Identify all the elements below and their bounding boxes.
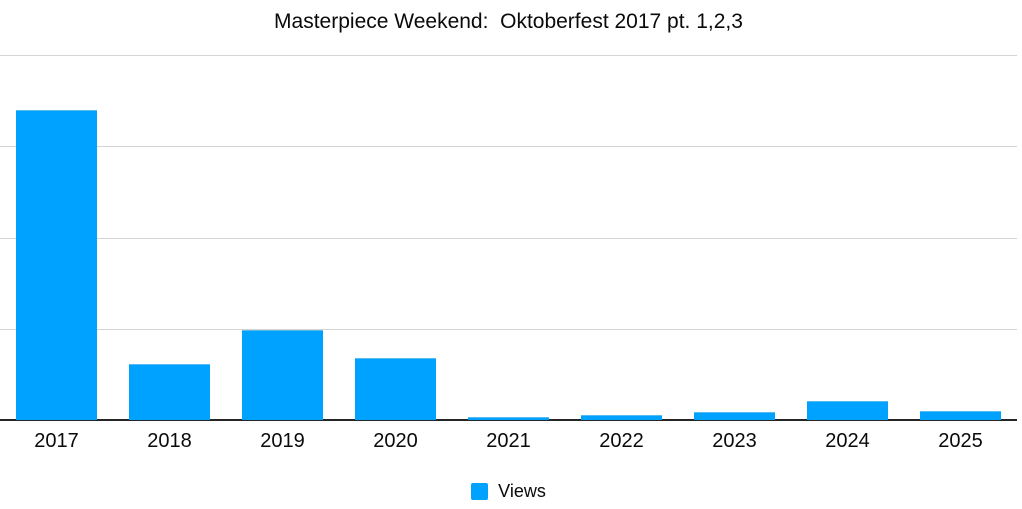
gridline	[0, 55, 1017, 56]
x-tick-2019: 2019	[260, 430, 305, 452]
x-tick-2024: 2024	[825, 430, 870, 452]
x-tick-2020: 2020	[373, 430, 418, 452]
gridline	[0, 328, 1017, 330]
x-tick-2023: 2023	[712, 430, 757, 452]
x-tick-2022: 2022	[599, 430, 644, 452]
legend-label-views: Views	[498, 481, 546, 501]
bar-2022	[581, 415, 662, 420]
bar-2021	[468, 417, 549, 420]
x-tick-2018: 2018	[147, 430, 192, 452]
bar-2023	[694, 411, 775, 420]
x-tick-2021: 2021	[486, 430, 531, 452]
plot-area	[0, 55, 1017, 421]
legend-swatch-views-icon	[471, 483, 489, 500]
bar-2018	[129, 364, 210, 420]
x-tick-2017: 2017	[34, 430, 79, 452]
chart-title: Masterpiece Weekend: Oktoberfest 2017 pt…	[274, 10, 743, 33]
x-axis-labels: 2017 2018 2019 2020 2021 2022 2023 2024 2025	[0, 430, 1017, 452]
x-axis-line	[0, 419, 1017, 421]
bar-2020	[355, 357, 436, 420]
bar-2017	[16, 109, 97, 420]
legend: Views	[0, 481, 1017, 502]
gridline	[0, 146, 1017, 148]
gridline	[0, 237, 1017, 239]
x-tick-2025: 2025	[938, 430, 983, 452]
bar-2025	[920, 410, 1001, 420]
bar-2024	[807, 400, 888, 420]
bar-2019	[242, 329, 323, 420]
